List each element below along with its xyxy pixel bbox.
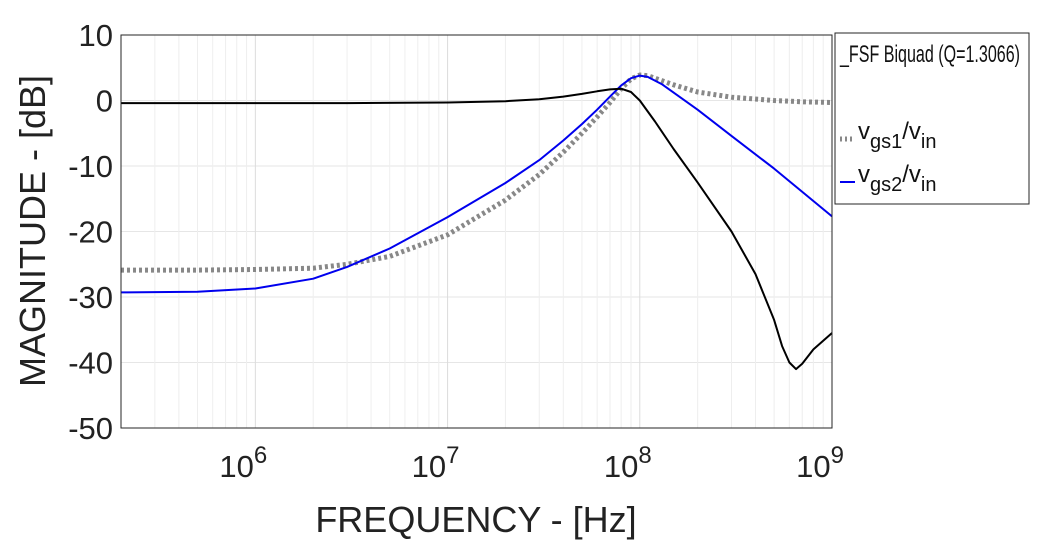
legend-label-vgs1: vgs1/vin [858, 118, 937, 153]
x-tick-exponent: 6 [254, 442, 267, 469]
x-axis-label: FREQUENCY - [Hz] [315, 499, 636, 540]
x-tick-base: 10 [412, 449, 446, 484]
x-tick-base: 10 [604, 449, 638, 484]
y-tick-label: 10 [79, 18, 113, 53]
series-lines [120, 72, 833, 371]
legend-vgs2-v: v [858, 161, 870, 188]
legend-vgs1-in: in [921, 131, 937, 153]
series-line-1 [121, 72, 833, 273]
legend-label-fsf-biquad: _FSF Biquad (Q=1.3066) [839, 41, 1020, 68]
y-tick-label: -20 [68, 215, 113, 250]
legend-vgs1-slash: /v [902, 118, 921, 145]
y-tick-label: -30 [68, 280, 113, 315]
legend-vgs1-sub: gs1 [870, 131, 902, 153]
x-tick-exponent: 7 [446, 442, 459, 469]
x-tick-labels: 106 107 108 109 [219, 442, 843, 484]
x-tick-base: 10 [219, 449, 253, 484]
legend-box [834, 32, 1030, 205]
legend-vgs1-v: v [858, 118, 870, 145]
plot-frame [120, 34, 833, 429]
y-tick-label: 0 [96, 84, 113, 119]
grid-lines [120, 34, 833, 429]
legend-vgs2-sub: gs2 [870, 174, 902, 196]
x-tick-exponent: 8 [638, 442, 651, 469]
x-tick-exponent: 9 [831, 442, 844, 469]
y-tick-label: -50 [68, 411, 113, 446]
y-axis-label: MAGNITUDE - [dB] [12, 75, 53, 387]
x-tick-base: 10 [796, 449, 830, 484]
series-line-0 [121, 87, 833, 371]
legend-vgs2-in: in [921, 174, 937, 196]
y-tick-label: -10 [68, 149, 113, 184]
legend-label-vgs2: vgs2/vin [858, 161, 937, 196]
series-line-2 [120, 74, 833, 294]
x-tick-label: 106 [219, 442, 267, 484]
y-tick-labels: 10 0 -10 -20 -30 -40 -50 [68, 18, 113, 446]
y-tick-label: -40 [68, 346, 113, 381]
x-tick-label: 109 [796, 442, 844, 484]
x-tick-label: 108 [604, 442, 652, 484]
legend-vgs2-slash: /v [902, 161, 921, 188]
x-tick-label: 107 [412, 442, 460, 484]
legend: _FSF Biquad (Q=1.3066) vgs1/vin vgs2/vin [834, 32, 1030, 205]
